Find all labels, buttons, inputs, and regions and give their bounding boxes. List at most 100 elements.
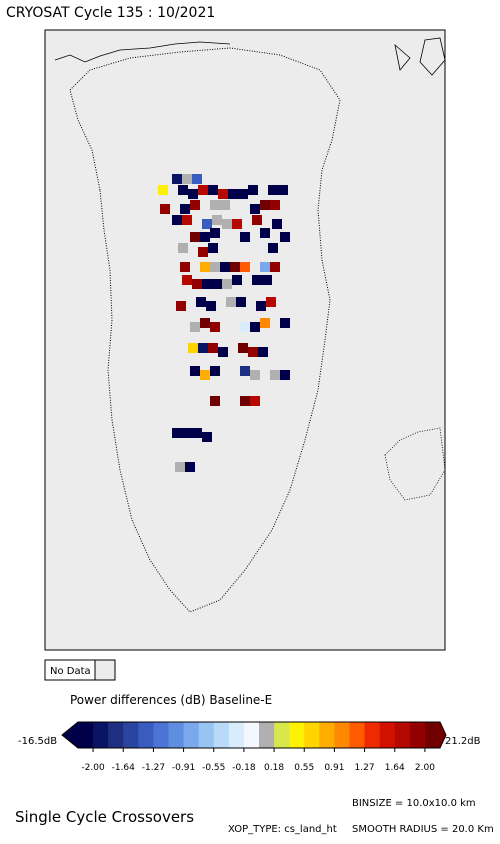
bin <box>252 275 262 285</box>
colorbar-tick-label: 0.91 <box>324 763 344 773</box>
bin <box>210 228 220 238</box>
colorbar-tick-label: -0.91 <box>172 763 195 773</box>
bin <box>175 462 185 472</box>
bin <box>256 301 266 311</box>
bin <box>260 200 270 210</box>
bin <box>178 185 188 195</box>
colorbar-tick-label: 0.18 <box>264 763 284 773</box>
bin <box>268 185 278 195</box>
bin <box>266 297 276 307</box>
colorbar-segment <box>274 722 290 748</box>
bin <box>192 279 202 289</box>
bin <box>218 189 228 199</box>
bin <box>180 204 190 214</box>
colorbar-segment <box>153 722 169 748</box>
bin <box>270 262 280 272</box>
bin <box>188 189 198 199</box>
max-label: 21.2dB <box>445 736 481 747</box>
footer-left: Single Cycle Crossovers <box>15 808 194 826</box>
bin <box>232 275 242 285</box>
no-data-label: No Data <box>50 666 91 677</box>
colorbar-segment <box>349 722 366 748</box>
colorbar-tick-label: 1.27 <box>355 763 375 773</box>
bin <box>230 262 240 272</box>
iceland-coast <box>384 427 446 501</box>
xop-type: XOP_TYPE: cs_land_ht <box>228 824 337 835</box>
bin <box>226 297 236 307</box>
colorbar-tick-label: 0.55 <box>294 763 314 773</box>
bin <box>196 297 206 307</box>
binsize: BINSIZE = 10.0x10.0 km <box>352 798 476 809</box>
smooth-radius: SMOOTH RADIUS = 20.0 Km <box>352 824 494 835</box>
bin <box>270 370 280 380</box>
bin <box>158 185 168 195</box>
bin <box>190 366 200 376</box>
bin <box>270 200 280 210</box>
bin <box>248 185 258 195</box>
bin <box>238 343 248 353</box>
colorbar-tick-label: -0.18 <box>232 763 256 773</box>
bin <box>278 185 288 195</box>
colorbar-segment <box>319 722 335 748</box>
colorbar-segment <box>183 722 200 748</box>
bin <box>250 322 260 332</box>
bin <box>182 174 192 184</box>
bin <box>240 232 250 242</box>
colorbar-title: Power differences (dB) Baseline-E <box>70 693 272 707</box>
colorbar-tick-label: 2.00 <box>415 763 435 773</box>
bin <box>190 322 200 332</box>
bin <box>198 185 208 195</box>
colorbar-segment <box>168 722 185 748</box>
bin <box>160 204 170 214</box>
bin <box>190 200 200 210</box>
bin <box>218 347 228 357</box>
colorbar-tick-label: -0.55 <box>202 763 225 773</box>
bin <box>238 189 248 199</box>
bin <box>222 219 232 229</box>
bin <box>250 370 260 380</box>
bin <box>228 189 238 199</box>
bin <box>212 215 222 225</box>
bin <box>262 275 272 285</box>
colorbar-segment <box>198 722 215 748</box>
bin <box>258 347 268 357</box>
north-coast <box>54 41 231 63</box>
bin <box>182 428 192 438</box>
bin <box>198 247 208 257</box>
bin <box>240 262 250 272</box>
bin <box>208 243 218 253</box>
colorbar-tick-label: 1.64 <box>385 763 405 773</box>
bin <box>192 174 202 184</box>
colorbar-segment <box>108 722 124 748</box>
bin <box>206 301 216 311</box>
bin <box>260 228 270 238</box>
bin <box>272 219 282 229</box>
colorbar-segment <box>259 722 275 748</box>
colorbar-segment <box>304 722 320 748</box>
bin <box>202 219 212 229</box>
bin <box>200 262 210 272</box>
bin <box>240 396 250 406</box>
bin <box>236 297 246 307</box>
bin <box>178 243 188 253</box>
crossover-bins <box>158 174 290 472</box>
colorbar-segment <box>379 722 396 748</box>
bin <box>172 215 182 225</box>
bin <box>176 301 186 311</box>
colorbar-segment <box>78 722 94 748</box>
bin <box>200 232 210 242</box>
colorbar-segment <box>93 722 109 748</box>
bin <box>210 200 220 210</box>
bin <box>200 318 210 328</box>
title: CRYOSAT Cycle 135 : 10/2021 <box>6 5 215 21</box>
bin <box>172 428 182 438</box>
colorbar-segment <box>123 722 139 748</box>
colorbar-high-arrow <box>440 722 446 748</box>
colorbar-outline <box>61 721 447 749</box>
colorbar-segment <box>364 722 381 748</box>
bin <box>220 200 230 210</box>
bin <box>208 185 218 195</box>
bin <box>250 204 260 214</box>
bin <box>280 232 290 242</box>
